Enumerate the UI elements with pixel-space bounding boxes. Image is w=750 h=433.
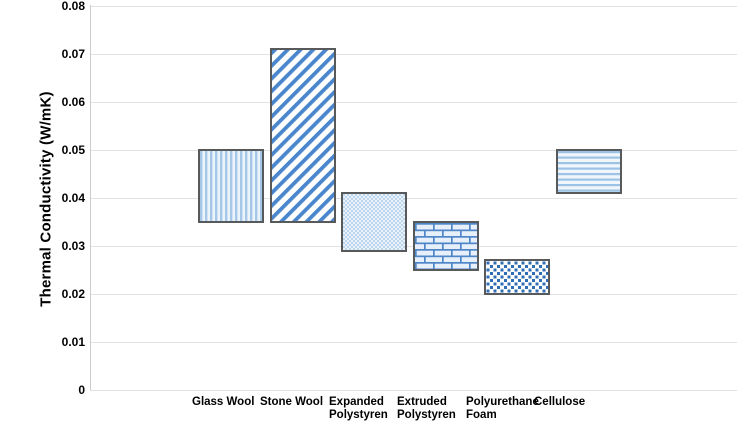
- y-gridline-0.04: [90, 197, 737, 199]
- y-tick-label-0.05: 0.05: [61, 143, 85, 157]
- bar-cellulose: [556, 149, 622, 194]
- y-gridline-0.08: [90, 5, 737, 7]
- y-axis-line: [90, 5, 91, 390]
- bar-fill-fine-weave: [343, 194, 405, 250]
- y-tick-label-0.08: 0.08: [61, 0, 85, 13]
- y-tick-label-0.06: 0.06: [61, 95, 85, 109]
- x-axis-label-glass-wool: Glass Wool: [192, 396, 254, 409]
- bar-fill-checkerboard: [486, 261, 548, 293]
- y-gridline-0.06: [90, 101, 737, 103]
- y-tick-label-0.01: 0.01: [61, 335, 85, 349]
- y-gridline-0: [90, 389, 737, 391]
- y-tick-label-0: 0: [78, 383, 85, 397]
- y-gridline-0.07: [90, 53, 737, 55]
- bar-glass-wool: [198, 149, 264, 223]
- x-axis-label-line: Polyurethane: [466, 396, 539, 408]
- y-gridline-0.05: [90, 149, 737, 151]
- x-axis-label-polyurethane-foam: Polyurethane Foam: [466, 396, 539, 422]
- y-tick-label-0.07: 0.07: [61, 47, 85, 61]
- x-axis-label-expanded-polystyren: Expanded Polystyren: [329, 396, 388, 422]
- y-gridline-0.01: [90, 341, 737, 343]
- y-tick-label-0.04: 0.04: [61, 191, 85, 205]
- bar-polyurethane-foam: [484, 259, 550, 295]
- y-tick-label-0.02: 0.02: [61, 287, 85, 301]
- x-axis-label-line: Polystyren: [329, 409, 388, 421]
- y-tick-label-0.03: 0.03: [61, 239, 85, 253]
- x-axis-label-extruded-polystyren: Extruded Polystyren: [397, 396, 456, 422]
- x-axis-label-line: Stone Wool: [260, 396, 324, 408]
- x-axis-label-line: Glass Wool: [192, 396, 255, 408]
- bar-fill-vertical-lines: [200, 151, 262, 221]
- bar-fill-brick: [415, 223, 477, 269]
- x-axis-label-line: Expanded: [329, 396, 384, 408]
- bar-extruded-polystyren: [413, 221, 479, 271]
- x-axis-label-line: Polystyren: [397, 409, 456, 421]
- x-axis-label-line: Extruded: [397, 396, 447, 408]
- bar-fill-horizontal-lines: [558, 151, 620, 192]
- x-axis-label-line: Cellulose: [534, 396, 586, 408]
- x-axis-label-line: Foam: [466, 409, 497, 421]
- x-axis-label-cellulose: Cellulose: [534, 396, 585, 409]
- bar-fill-diagonal-lines: [272, 50, 334, 221]
- y-gridline-0.02: [90, 293, 737, 295]
- x-axis-label-stone-wool: Stone Wool: [260, 396, 323, 409]
- bar-expanded-polystyren: [341, 192, 407, 252]
- bar-stone-wool: [270, 48, 336, 223]
